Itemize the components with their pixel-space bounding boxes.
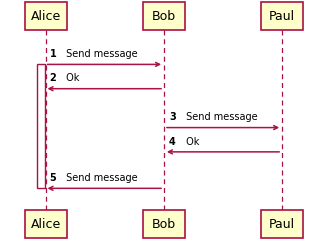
Text: Alice: Alice xyxy=(31,10,61,23)
Bar xyxy=(143,210,185,238)
Text: Bob: Bob xyxy=(152,218,176,231)
Bar xyxy=(261,2,303,30)
Bar xyxy=(37,64,45,188)
Bar xyxy=(25,2,67,30)
Text: 2: 2 xyxy=(50,73,56,83)
Text: 4: 4 xyxy=(169,137,176,147)
Bar xyxy=(143,2,185,30)
Text: Paul: Paul xyxy=(269,10,295,23)
Text: Paul: Paul xyxy=(269,218,295,231)
Text: Send message: Send message xyxy=(183,112,257,122)
Bar xyxy=(25,210,67,238)
Text: 3: 3 xyxy=(169,112,176,122)
Text: 5: 5 xyxy=(50,173,56,183)
Text: Bob: Bob xyxy=(152,10,176,23)
Text: Send message: Send message xyxy=(63,173,138,183)
Text: Ok: Ok xyxy=(63,73,80,83)
Text: Send message: Send message xyxy=(63,49,138,59)
Text: Alice: Alice xyxy=(31,218,61,231)
Text: 1: 1 xyxy=(50,49,56,59)
Bar xyxy=(261,210,303,238)
Text: Ok: Ok xyxy=(183,137,199,147)
